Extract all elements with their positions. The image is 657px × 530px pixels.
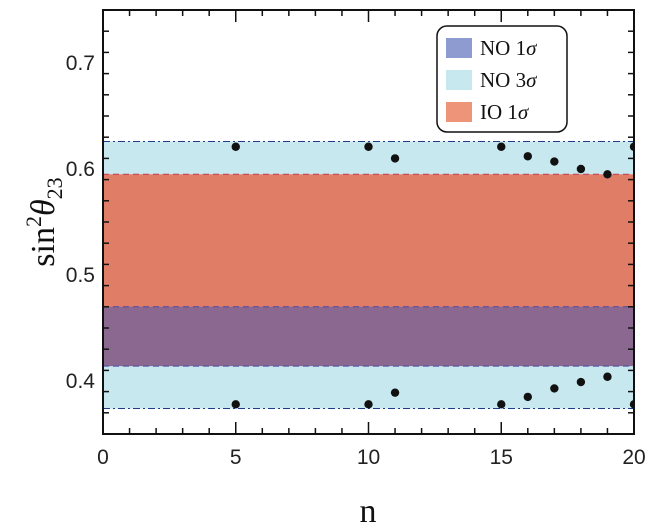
legend-label-no3-main: NO 3: [480, 68, 526, 92]
y-tick-label-3: 0.7: [66, 52, 95, 75]
legend-label-io1: IO 1σ: [480, 100, 530, 124]
y-axis-title: sin2θ23: [21, 177, 67, 266]
legend-label-no3: NO 3σ: [480, 68, 538, 92]
legend-swatch-no3: [446, 70, 472, 90]
legend-label-io1-main: IO 1: [480, 100, 518, 124]
y-axis-title-main: sin: [25, 227, 62, 267]
data-point-10: [550, 157, 559, 166]
data-point-11: [550, 384, 559, 393]
y-axis-title-sub: 23: [42, 177, 67, 199]
data-point-12: [576, 164, 586, 174]
bands-layer: [103, 140, 634, 410]
data-point-16: [629, 142, 634, 151]
band-2: [103, 306, 634, 367]
data-point-13: [576, 377, 586, 387]
y-tick-label-1: 0.5: [66, 264, 95, 287]
axes-layer: 0 5 10 15 20 0.4 0.5 0.6 0.7: [66, 9, 646, 469]
data-point-5: [390, 388, 400, 397]
legend-label-no1: NO 1σ: [480, 36, 538, 60]
data-point-0: [231, 142, 240, 151]
y-tick-label-2: 0.6: [66, 158, 95, 181]
x-tick-label-1: 5: [230, 446, 242, 469]
data-point-9: [523, 392, 532, 402]
data-point-17: [629, 400, 634, 409]
data-point-7: [497, 400, 506, 409]
legend: NO 1σ NO 3σ IO 1σ: [436, 25, 568, 133]
x-axis-title: n: [360, 493, 377, 530]
x-tick-label-0: 0: [97, 446, 109, 469]
y-axis-title-theta: θ: [25, 199, 62, 216]
legend-label-no1-main: NO 1: [480, 36, 526, 60]
data-point-14: [603, 170, 612, 179]
data-point-2: [364, 142, 373, 151]
x-tick-label-2: 10: [357, 446, 380, 469]
points-layer: [231, 142, 634, 409]
x-tick-label-3: 15: [490, 446, 513, 469]
legend-label-io1-sym: σ: [518, 100, 530, 124]
x-tick-label-4: 20: [622, 446, 645, 469]
data-point-4: [390, 154, 400, 163]
data-point-15: [603, 372, 612, 381]
y-tick-label-0: 0.4: [66, 370, 96, 393]
legend-label-no3-sym: σ: [526, 68, 538, 92]
legend-swatch-no1: [446, 38, 472, 58]
y-axis-title-sup: 2: [21, 216, 46, 227]
data-point-1: [231, 400, 240, 409]
data-point-6: [497, 142, 506, 151]
data-point-8: [523, 152, 532, 161]
legend-label-no1-sym: σ: [526, 36, 538, 60]
legend-swatch-io1: [446, 102, 472, 122]
data-point-3: [364, 400, 373, 409]
